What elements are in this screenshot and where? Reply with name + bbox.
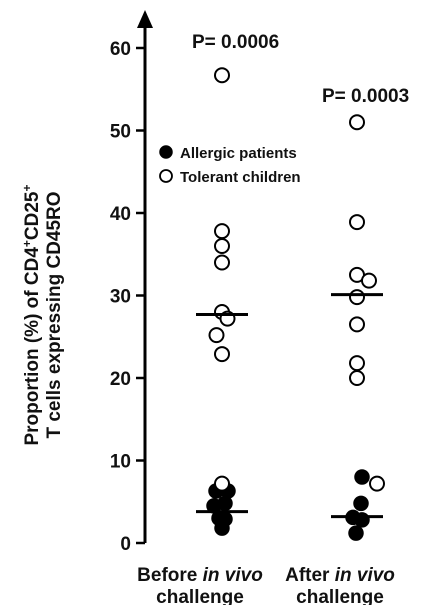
tolerant-child-point: [369, 475, 385, 492]
y-axis-arrowhead: [137, 10, 153, 28]
legend-marker-allergic: [159, 145, 173, 159]
p-value-before: P= 0.0006: [192, 32, 279, 53]
tolerant-child-point: [214, 475, 230, 492]
category-label-after: After in vivo: [285, 565, 395, 586]
tolerant-child-point: [349, 355, 365, 372]
legend-label-allergic: Allergic patients: [180, 145, 297, 162]
tolerant-child-point: [214, 346, 230, 363]
legend-label-tolerant: Tolerant children: [180, 169, 301, 186]
y-tick-label: 50: [110, 122, 131, 143]
allergic-patient-point: [217, 495, 233, 512]
tolerant-child-point: [349, 289, 365, 306]
legend: Allergic patients Tolerant children: [159, 145, 301, 186]
tolerant-child-point: [361, 272, 377, 289]
category-label-before-line2: challenge: [156, 587, 244, 605]
data-points: [196, 67, 385, 541]
y-axis-title-line2: T cells expressing CD45RO: [44, 191, 65, 438]
tolerant-child-point: [214, 67, 230, 84]
category-label-after-line2: challenge: [296, 587, 384, 605]
allergic-patient-point: [353, 495, 369, 512]
tolerant-child-point: [349, 370, 365, 386]
tolerant-child-point: [214, 238, 230, 254]
y-tick-label: 60: [110, 39, 131, 60]
y-tick-label: 30: [110, 287, 131, 308]
tolerant-child-point: [349, 114, 365, 131]
tolerant-child-point: [208, 327, 225, 344]
y-axis: 0 10 20 30 40 50 60: [110, 10, 153, 555]
y-tick-label: 20: [110, 369, 131, 390]
allergic-patient-point: [354, 512, 370, 528]
y-tick-label: 40: [110, 204, 131, 225]
legend-marker-tolerant: [159, 169, 173, 183]
tolerant-child-point: [214, 254, 230, 271]
tolerant-child-point: [349, 214, 365, 231]
p-value-after: P= 0.0003: [322, 86, 409, 107]
allergic-patient-point: [348, 525, 364, 541]
allergic-patient-point: [354, 469, 370, 485]
y-tick-label: 0: [120, 534, 131, 555]
y-tick-label: 10: [110, 452, 131, 473]
allergic-patient-point: [214, 520, 230, 536]
tolerant-child-point: [214, 223, 230, 240]
category-label-before: Before in vivo: [137, 565, 263, 586]
tolerant-child-point: [349, 316, 365, 333]
y-axis-title-line1: Proportion (%) of CD4+CD25+: [20, 184, 43, 445]
